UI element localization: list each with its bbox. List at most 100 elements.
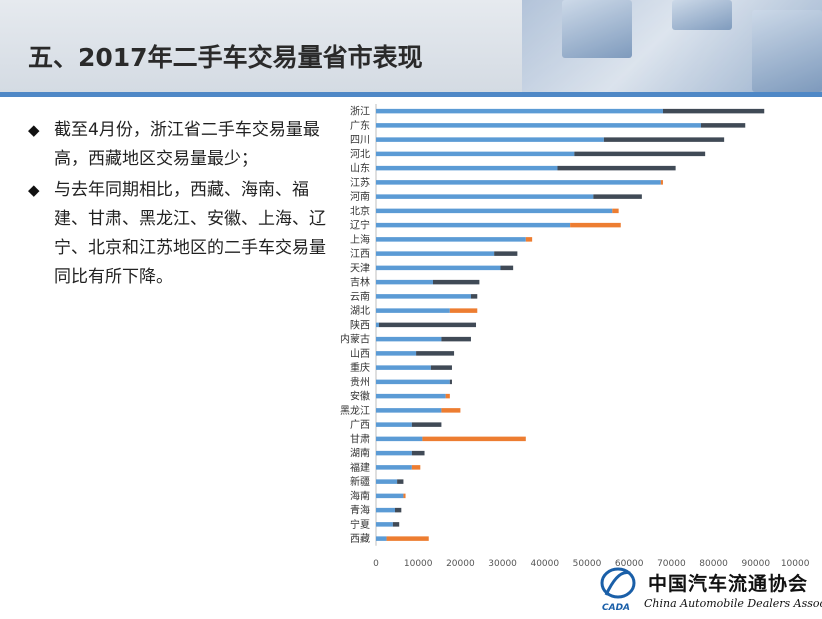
x-tick-label: 60000 — [615, 559, 644, 566]
x-tick-label: 70000 — [657, 559, 686, 566]
bar-segment — [376, 123, 701, 128]
bar-segment — [376, 251, 495, 256]
category-label: 辽宁 — [350, 219, 370, 232]
slide-title: 五、2017年二手车交易量省市表现 — [28, 43, 423, 72]
category-label: 甘肃 — [350, 432, 370, 445]
bar-segment — [376, 507, 395, 513]
bar-segment — [700, 123, 746, 128]
bullet-item: ◆ 截至4月份，浙江省二手车交易量最高，西藏地区交易量最少； — [28, 116, 328, 174]
category-label: 北京 — [350, 204, 370, 217]
bar-segment — [376, 436, 423, 442]
bar-segment — [376, 379, 450, 385]
bar-segment — [394, 507, 402, 513]
bar-segment — [525, 237, 533, 242]
category-label: 湖南 — [350, 447, 370, 460]
x-tick-label: 0 — [373, 559, 379, 566]
bar-segment — [603, 137, 725, 142]
category-label: 青海 — [350, 504, 370, 517]
bar-segment — [376, 294, 471, 299]
x-tick-label: 30000 — [488, 559, 517, 566]
bar-segment — [416, 351, 455, 356]
cada-logo: CADA 中国汽车流通协会 China Automobile Dealers A… — [600, 565, 822, 619]
bar-segment — [376, 450, 412, 456]
category-label: 内蒙古 — [340, 333, 370, 346]
bar-segment — [376, 336, 442, 342]
bar-segment — [660, 180, 663, 185]
bar-segment — [376, 194, 594, 199]
category-label: 新疆 — [350, 475, 370, 488]
bar-segment — [411, 450, 425, 456]
diamond-bullet-icon: ◆ — [28, 181, 40, 199]
bar-segment — [376, 279, 433, 285]
x-tick-label: 20000 — [446, 559, 475, 566]
header-decoration — [522, 0, 822, 92]
bar-segment — [376, 393, 446, 399]
bullet-text: 与去年同期相比，西藏、海南、福建、甘肃、黑龙江、安徽、上海、辽宁、北京和江苏地区… — [54, 180, 326, 287]
bar-segment — [441, 336, 471, 342]
category-label: 四川 — [350, 135, 370, 146]
bar-segment — [411, 465, 421, 470]
category-label: 西藏 — [350, 533, 370, 545]
category-label: 江西 — [350, 248, 370, 260]
category-label: 海南 — [350, 489, 370, 502]
bar-segment — [570, 222, 621, 228]
x-tick-label: 100000 — [781, 559, 810, 566]
bar-segment — [432, 279, 480, 285]
bar-segment — [574, 151, 706, 157]
x-tick-label: 80000 — [699, 559, 728, 566]
category-label: 陕西 — [350, 318, 370, 331]
category-label: 江苏 — [350, 176, 370, 189]
bar-segment — [397, 479, 404, 484]
bar-segment — [403, 493, 406, 499]
x-tick-label: 40000 — [530, 559, 559, 566]
x-tick-label: 10000 — [404, 559, 433, 566]
bar-segment — [445, 393, 450, 399]
x-tick-label: 50000 — [573, 559, 602, 566]
bar-segment — [376, 222, 571, 228]
category-label: 黑龙江 — [340, 404, 370, 417]
bar-segment — [612, 208, 619, 214]
logo-abbreviation: CADA — [602, 603, 631, 613]
x-tick-label: 90000 — [741, 559, 770, 566]
bar-segment — [376, 165, 558, 171]
bar-segment — [422, 436, 526, 442]
category-label: 天津 — [350, 262, 370, 274]
header-background — [0, 0, 822, 92]
bar-segment — [376, 137, 604, 142]
bar-segment — [376, 522, 393, 527]
bar-segment — [376, 180, 661, 185]
category-label: 贵州 — [350, 375, 370, 388]
category-label: 广西 — [350, 419, 370, 431]
bar-segment — [378, 322, 477, 328]
bar-segment — [376, 322, 379, 328]
category-label: 浙江 — [350, 106, 370, 118]
bar-segment — [500, 265, 514, 271]
bar-segment — [376, 237, 526, 242]
category-label: 重庆 — [350, 361, 370, 374]
category-label: 安徽 — [350, 390, 370, 403]
category-label: 山西 — [350, 348, 370, 360]
bullet-list: ◆ 截至4月份，浙江省二手车交易量最高，西藏地区交易量最少； ◆ 与去年同期相比… — [28, 116, 328, 294]
cada-logo-icon — [600, 567, 636, 599]
bullet-text: 截至4月份，浙江省二手车交易量最高，西藏地区交易量最少； — [54, 120, 320, 169]
bar-segment — [470, 294, 478, 299]
bar-segment — [376, 108, 663, 114]
bar-segment — [494, 251, 518, 256]
title-underline — [0, 92, 822, 97]
bar-segment — [449, 308, 478, 313]
category-label: 广东 — [350, 119, 370, 132]
bar-segment — [376, 208, 613, 214]
logo-english-name: China Automobile Dealers Association — [644, 597, 822, 610]
bar-segment — [376, 536, 387, 541]
bar-segment — [392, 522, 400, 527]
bar-segment — [593, 194, 642, 199]
logo-chinese-name: 中国汽车流通协会 — [648, 573, 809, 595]
bar-segment — [376, 465, 412, 470]
bar-segment — [376, 351, 417, 356]
bar-segment — [386, 536, 429, 541]
bar-segment — [376, 493, 404, 499]
bar-segment — [376, 422, 412, 427]
bar-segment — [376, 479, 398, 484]
category-label: 吉林 — [350, 276, 370, 289]
bullet-item: ◆ 与去年同期相比，西藏、海南、福建、甘肃、黑龙江、安徽、上海、辽宁、北京和江苏… — [28, 176, 328, 292]
